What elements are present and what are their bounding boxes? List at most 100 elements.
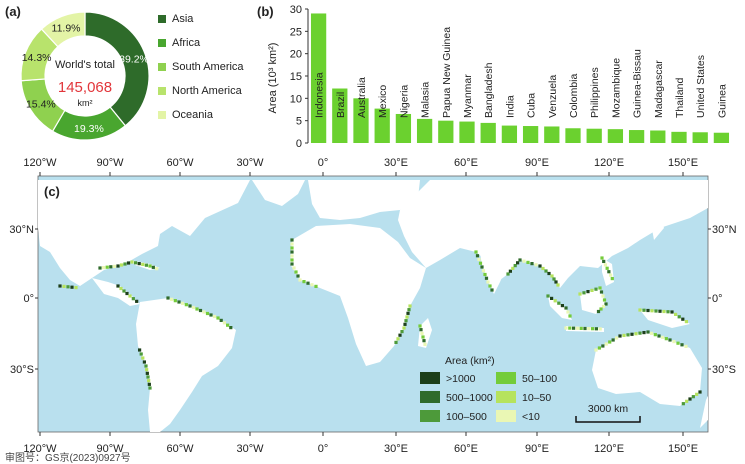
mangrove-cell	[209, 313, 213, 317]
mangrove-cell	[611, 338, 615, 342]
mangrove-cell	[607, 270, 611, 274]
mangrove-cell	[480, 265, 484, 269]
bar-category-label: Guinea	[716, 84, 728, 118]
mangrove-cell	[173, 299, 177, 303]
mangrove-cell	[572, 326, 576, 330]
mangrove-cell	[105, 265, 109, 269]
bar-category-label: Myanmar	[462, 74, 474, 118]
donut-chart: 39.2% 19.3% 15.4% 14.3% 11.9% Asia Africa Sout…	[20, 11, 244, 141]
donut-slice-oceania	[40, 11, 86, 48]
mangrove-cell	[603, 263, 608, 267]
bar-y-tick-label: 10	[290, 93, 302, 105]
land-europe	[308, 180, 420, 220]
mangrove-cell	[598, 286, 602, 290]
mangrove-cell	[677, 315, 681, 319]
mangrove-cell	[130, 260, 134, 264]
mangrove-cell	[145, 371, 149, 375]
mangrove-cell	[191, 305, 196, 310]
mangrove-cell	[550, 296, 554, 300]
mangrove-cell	[638, 331, 642, 335]
mangrove-cell	[534, 263, 538, 267]
mangrove-cell	[685, 399, 689, 403]
mangrove-cell	[74, 286, 78, 290]
mangrove-cell	[598, 327, 602, 331]
bar-category-label: Guinea-Bissau	[632, 49, 644, 118]
mangrove-cell	[681, 317, 685, 321]
mangrove-cell	[290, 246, 294, 250]
mangrove-cell	[513, 264, 517, 268]
mangrove-cell	[601, 304, 606, 309]
bar-mozambique	[607, 129, 624, 143]
bar-y-tick-label: 20	[290, 49, 302, 61]
mangrove-cell	[421, 335, 425, 339]
bar-nigeria	[395, 113, 412, 143]
mangrove-cell	[658, 309, 662, 313]
mangrove-cell	[605, 266, 609, 270]
bar-papua-new-guinea	[438, 120, 454, 143]
mangrove-cell	[141, 262, 145, 266]
mangrove-cell	[684, 344, 688, 348]
mangrove-cell	[684, 320, 688, 324]
bar-myanmar	[459, 121, 475, 143]
mangrove-cell	[698, 390, 702, 394]
bar-y-tick-label: 5	[296, 116, 302, 128]
mangrove-cell	[554, 280, 558, 284]
legend-swatch-oceania	[158, 111, 166, 119]
bar-category-label: United States	[695, 55, 707, 118]
mangrove-cell	[116, 284, 120, 288]
map-lon-label: 30°E	[384, 157, 408, 169]
mangrove-cell	[402, 326, 406, 330]
bar-category-label: India	[504, 95, 516, 118]
bar-australia	[353, 98, 369, 143]
map-lon-label: 120°E	[594, 443, 624, 455]
map-legend-label: >1000	[446, 373, 476, 385]
mangrove-cell	[578, 292, 582, 296]
mangrove-cell	[642, 330, 646, 335]
bar-category-label: Papua New Guinea	[441, 27, 453, 118]
mangrove-cell	[552, 277, 556, 281]
mangrove-cell	[405, 315, 409, 319]
bar-category-label: Madagascar	[653, 60, 665, 118]
mangrove-cell	[674, 312, 678, 316]
mangrove-cell	[146, 375, 150, 379]
mangrove-cell	[676, 341, 680, 345]
map-lon-label: 30°W	[236, 157, 264, 169]
mangrove-cell	[650, 309, 654, 313]
bar-category-label: Mozambique	[610, 58, 622, 118]
mangrove-cell	[594, 327, 598, 331]
mangrove-cell	[408, 304, 412, 308]
mangrove-cell	[511, 266, 515, 270]
bar-colombia	[565, 128, 581, 143]
mangrove-cell	[102, 266, 106, 270]
mangrove-cell	[486, 280, 490, 284]
mangrove-cell	[148, 386, 152, 390]
map-land	[38, 180, 708, 432]
mangrove-cell	[608, 273, 613, 277]
legend-label-north-america: North America	[172, 85, 243, 97]
mangrove-cell	[522, 259, 526, 263]
mangrove-cell	[642, 308, 646, 312]
mangrove-cell	[586, 290, 590, 294]
bar-category-label: Bangladesh	[483, 62, 495, 118]
mangrove-cell	[530, 262, 534, 266]
mangrove-cell	[547, 271, 551, 276]
mangrove-cell	[481, 269, 486, 273]
mangrove-cell	[646, 330, 650, 334]
mangrove-cell	[296, 274, 300, 278]
mangrove-cell	[212, 314, 217, 319]
bar-y-tick-label: 15	[290, 71, 302, 83]
map-lon-label: 90°W	[96, 443, 124, 455]
mangrove-cell	[518, 258, 522, 262]
map-legend-swatch	[420, 372, 440, 384]
mangrove-cell	[681, 402, 685, 406]
bar-y-tick-label: 30	[290, 4, 302, 16]
map-lon-label: 90°W	[96, 157, 124, 169]
map-lon-label: 0°	[318, 157, 329, 169]
mangrove-cell	[654, 309, 658, 313]
mangrove-cell	[142, 360, 146, 364]
mangrove-cell	[546, 294, 550, 298]
mangrove-cell	[302, 280, 306, 284]
mangrove-cell	[596, 309, 601, 314]
mangrove-cell	[568, 314, 572, 318]
map-lon-label: 0°	[318, 443, 329, 455]
